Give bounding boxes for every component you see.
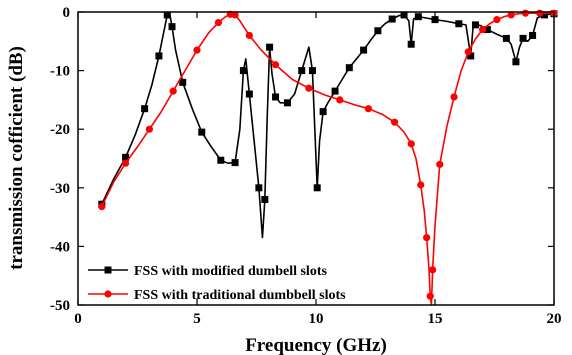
series-0-point-32 xyxy=(283,99,291,107)
series-0-point-54 xyxy=(407,40,415,48)
series-1-point-48 xyxy=(507,11,515,19)
series-0-point-24 xyxy=(255,184,263,192)
series-0-point-64 xyxy=(471,21,479,29)
series-0-point-52 xyxy=(400,11,408,19)
x-tick-label-1: 5 xyxy=(193,311,201,327)
series-0-point-74 xyxy=(529,31,537,39)
series-0-point-66 xyxy=(483,26,491,34)
series-1-point-40 xyxy=(450,93,458,101)
series-0-point-28 xyxy=(266,43,274,51)
series-1-point-0 xyxy=(98,202,106,211)
y-tick-label-4: -40 xyxy=(50,239,70,255)
series-0-point-72 xyxy=(519,34,527,42)
series-0-point-40 xyxy=(319,108,327,116)
series-1-point-46 xyxy=(493,16,501,24)
series-0-point-2 xyxy=(122,153,130,161)
series-1-point-38 xyxy=(436,160,444,168)
series-0-point-36 xyxy=(308,67,316,75)
series-1-point-10 xyxy=(214,18,223,27)
legend-marker-0 xyxy=(104,266,112,274)
y-tick-label-3: -30 xyxy=(50,181,70,197)
series-0-point-76 xyxy=(540,11,548,19)
series-1-point-14 xyxy=(231,11,239,19)
series-0-point-26 xyxy=(261,196,269,204)
series-1-point-4 xyxy=(145,125,153,133)
series-1 xyxy=(98,9,558,306)
series-1-point-34 xyxy=(426,292,434,300)
series-1-point-18 xyxy=(271,61,280,69)
series-0-point-44 xyxy=(345,64,353,72)
series-1-point-8 xyxy=(193,46,201,54)
series-0-point-22 xyxy=(245,90,253,98)
legend: FSS with modified dumbell slots FSS with … xyxy=(88,264,346,303)
series-1-point-6 xyxy=(169,87,177,95)
series-0-point-42 xyxy=(331,87,339,95)
plot-frame xyxy=(77,11,555,306)
y-tick-label-5: -50 xyxy=(50,298,70,314)
x-axis-title: Frequency (GHz) xyxy=(245,335,387,355)
series-1-point-42 xyxy=(464,48,472,56)
series-1-point-2 xyxy=(122,159,130,167)
series-0-point-18 xyxy=(231,159,239,167)
series-0-point-60 xyxy=(455,20,463,28)
series-1-point-50 xyxy=(521,9,530,17)
series-0-line xyxy=(101,12,555,239)
y-tick-label-0: 0 xyxy=(63,5,71,21)
series-1-point-52 xyxy=(536,9,544,17)
series-1-point-20 xyxy=(305,84,313,92)
series-1-point-26 xyxy=(390,118,399,126)
x-tick-label-3: 15 xyxy=(428,311,443,327)
x-tick-label-2: 10 xyxy=(309,311,324,327)
series-0-point-14 xyxy=(198,128,206,136)
series-1-point-24 xyxy=(364,105,372,113)
series-layer xyxy=(98,9,558,306)
legend-marker-1 xyxy=(104,290,112,298)
series-1-line xyxy=(101,12,554,306)
series-1-point-16 xyxy=(245,31,253,40)
series-0-point-68 xyxy=(502,34,510,42)
series-0-point-62 xyxy=(467,52,475,60)
series-1-point-32 xyxy=(423,234,431,242)
series-0-point-10 xyxy=(168,23,176,31)
series-1-point-36 xyxy=(429,266,437,274)
series-0-point-8 xyxy=(163,11,171,19)
series-1-point-28 xyxy=(407,140,415,148)
x-tick-label-0: 0 xyxy=(74,311,82,327)
series-0-point-70 xyxy=(512,58,520,66)
series-0-point-48 xyxy=(374,27,382,35)
y-tick-label-1: -10 xyxy=(50,64,70,80)
series-0-point-34 xyxy=(298,67,306,75)
series-0-point-38 xyxy=(313,184,321,192)
legend-label-0: FSS with modified dumbell slots xyxy=(134,264,327,279)
y-axis-title: transmission cofficient (dB) xyxy=(6,46,27,270)
legend-label-1: FSS with traditional dumbbell slots xyxy=(134,288,346,303)
y-tick-label-2: -20 xyxy=(50,122,70,138)
series-0-point-20 xyxy=(239,67,247,75)
series-0-point-56 xyxy=(414,13,422,21)
series-1-point-44 xyxy=(479,25,487,34)
series-0-point-16 xyxy=(217,156,225,164)
x-tick-label-4: 20 xyxy=(547,311,562,327)
series-0-point-58 xyxy=(431,16,439,24)
series-0-point-6 xyxy=(155,52,163,60)
series-1-point-22 xyxy=(336,96,344,104)
series-0 xyxy=(98,10,558,239)
series-1-point-30 xyxy=(417,181,425,189)
series-0-point-46 xyxy=(360,46,368,54)
series-0-point-30 xyxy=(272,93,280,101)
series-0-point-12 xyxy=(179,78,187,86)
series-0-point-50 xyxy=(388,15,396,23)
series-0-point-4 xyxy=(141,105,149,113)
